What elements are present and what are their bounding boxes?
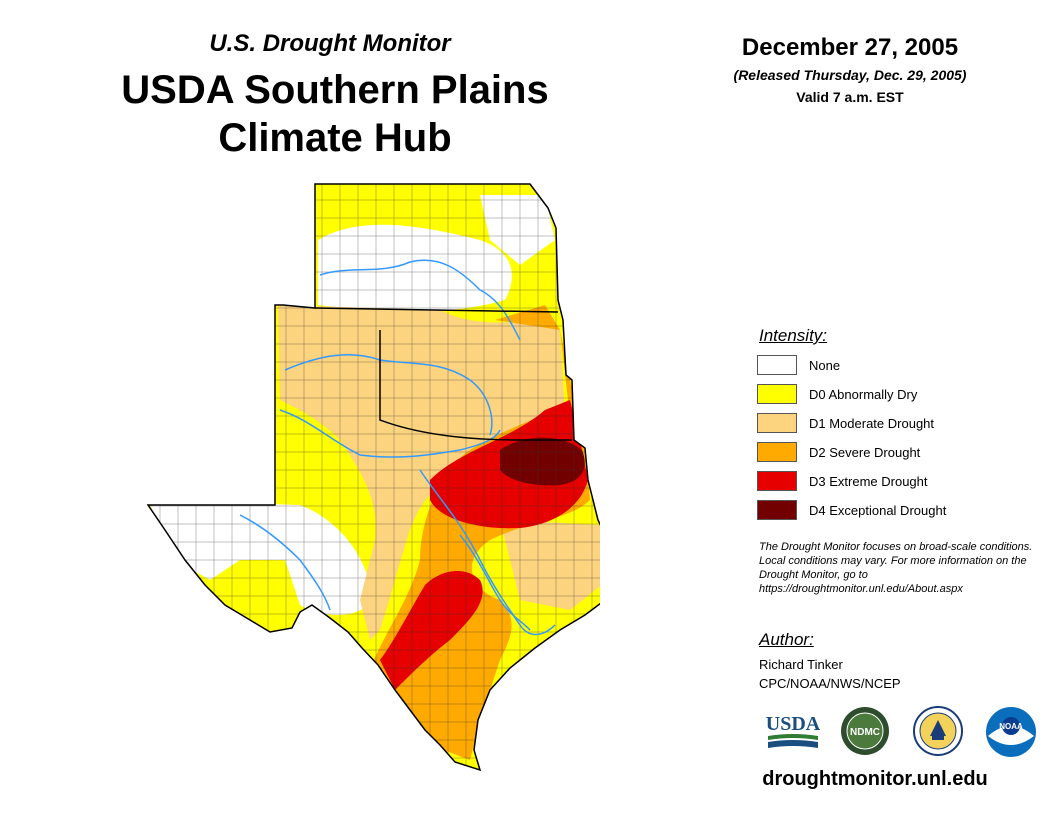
- map-title-line2: Climate Hub: [218, 116, 452, 160]
- legend-label: D3 Extreme Drought: [809, 473, 928, 489]
- usda-logo: USDA: [766, 713, 820, 748]
- d4-area: [500, 437, 585, 486]
- ndmc-logo: NDMC: [841, 707, 889, 755]
- usda-logo-text: USDA: [766, 713, 820, 735]
- disclaimer-note: The Drought Monitor focuses on broad-sca…: [759, 541, 1033, 595]
- none-area-west-texas: [148, 500, 372, 615]
- legend-swatch-d2: [757, 442, 797, 462]
- legend-item-d0: D0 Abnormally Dry: [757, 383, 917, 405]
- legend-swatch-d3: [757, 471, 797, 491]
- none-area-ne-kansas: [480, 195, 555, 265]
- legend-swatch-d4: [757, 500, 797, 520]
- rivers: [239, 259, 556, 636]
- region-outline: [146, 183, 600, 772]
- release-date: (Released Thursday, Dec. 29, 2005): [733, 67, 967, 83]
- legend-swatch-d0: [757, 384, 797, 404]
- legend-label: D1 Moderate Drought: [809, 415, 935, 431]
- legend-item-d1: D1 Moderate Drought: [757, 412, 934, 434]
- ndmc-logo-text: NDMC: [850, 727, 880, 738]
- author-heading: Author:: [759, 630, 814, 649]
- legend-label: D0 Abnormally Dry: [809, 386, 918, 402]
- map-title: USDA Southern Plains Climate Hub: [80, 66, 590, 162]
- map-date: December 27, 2005: [741, 34, 959, 61]
- map-subtitle: U.S. Drought Monitor: [209, 30, 451, 57]
- author-name: Richard Tinker: [759, 657, 843, 672]
- oklahoma-texas-border: [379, 330, 572, 441]
- legend-swatch-d1: [757, 413, 797, 433]
- legend-label: D4 Exceptional Drought: [809, 502, 947, 518]
- doc-seal-logo: [913, 706, 963, 756]
- drought-map: [146, 183, 600, 772]
- legend-title: Intensity:: [759, 326, 828, 345]
- legend-label: D2 Severe Drought: [809, 444, 921, 460]
- legend-swatch-none: [757, 355, 797, 375]
- valid-time: Valid 7 a.m. EST: [796, 89, 904, 105]
- legend-label: None: [809, 357, 841, 373]
- legend-item-d4: D4 Exceptional Drought: [757, 499, 946, 521]
- legend-item-none: None: [757, 354, 840, 376]
- noaa-logo-text: NOAA: [999, 722, 1023, 731]
- map-title-line1: USDA Southern Plains: [121, 68, 549, 112]
- noaa-logo: NOAA: [986, 707, 1036, 757]
- legend-item-d3: D3 Extreme Drought: [757, 470, 928, 492]
- d3-area-south: [380, 570, 483, 690]
- website-url: droughtmonitor.unl.edu: [762, 768, 988, 790]
- author-organization: CPC/NOAA/NWS/NCEP: [759, 676, 901, 691]
- kansas-oklahoma-border: [314, 307, 559, 313]
- d1-area-east-texas: [500, 520, 600, 610]
- legend-item-d2: D2 Severe Drought: [757, 441, 920, 463]
